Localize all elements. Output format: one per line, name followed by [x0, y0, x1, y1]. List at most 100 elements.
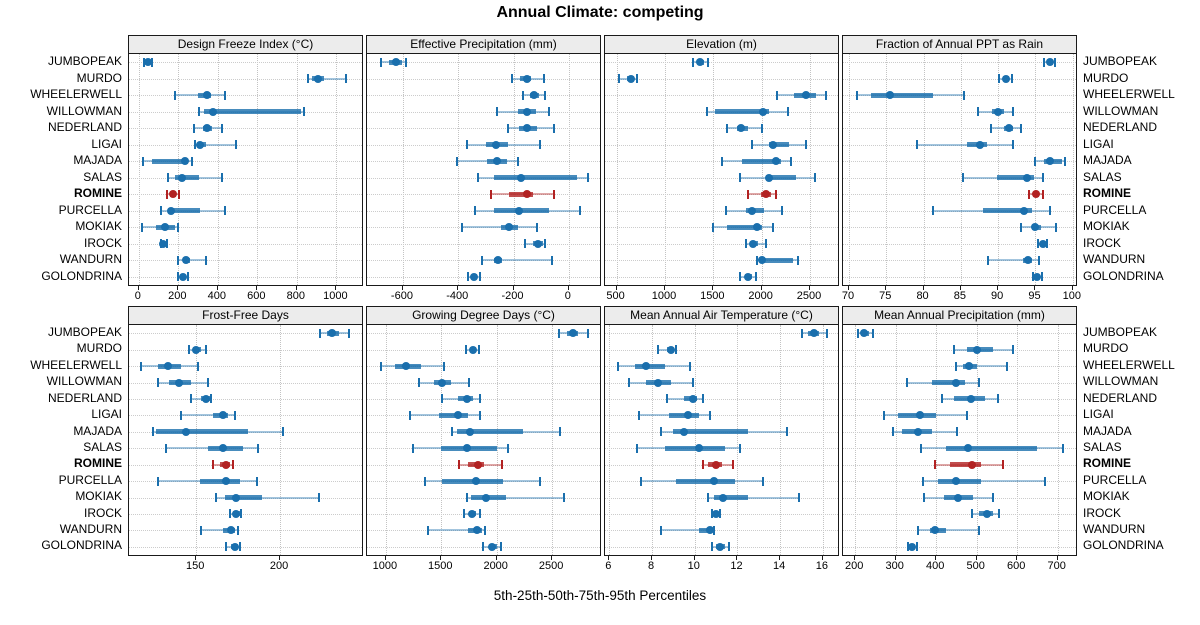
axis-tick	[1034, 286, 1036, 290]
median-dot	[159, 239, 168, 248]
whisker-cap	[237, 525, 240, 535]
plot-area	[842, 325, 1077, 556]
axis-tick-label: 500	[966, 560, 985, 572]
panel-strip: Mean Annual Precipitation (mm)	[842, 306, 1077, 325]
median-dot	[758, 256, 767, 265]
whisker-cap	[638, 410, 641, 420]
axis-tick-label: 6	[605, 560, 612, 572]
whisker-cap	[552, 189, 555, 199]
whisker-cap	[467, 378, 470, 387]
vertical-gridline	[217, 54, 219, 285]
whisker-cap	[712, 525, 715, 535]
median-dot	[915, 411, 924, 420]
horizontal-gridline	[129, 382, 362, 384]
plot-area	[604, 325, 839, 556]
median-dot	[641, 362, 650, 371]
percentile-range-5-95	[916, 143, 1014, 146]
horizontal-gridline	[367, 513, 600, 515]
median-dot	[709, 477, 718, 486]
median-dot	[401, 362, 410, 371]
whisker-cap	[319, 328, 322, 338]
whisker-cap	[177, 255, 180, 265]
horizontal-gridline	[605, 194, 838, 196]
whisker-cap	[551, 255, 554, 265]
percentile-bar-25-75	[509, 191, 534, 197]
axis-tick-label: 2000	[483, 560, 508, 572]
axis-tick	[779, 556, 781, 560]
whisker-cap	[996, 394, 999, 404]
site-label: MAJADA	[73, 423, 122, 438]
horizontal-gridline	[843, 366, 1076, 368]
whisker-cap	[1012, 107, 1015, 117]
site-labels-left: JUMBOPEAK MURDO WHEELERWELL WILLOWMAN NEDERL…	[0, 324, 122, 554]
percentile-bar-25-75	[669, 412, 699, 418]
median-dot	[764, 173, 773, 182]
whisker-cap	[165, 189, 168, 199]
whisker-cap	[450, 427, 453, 437]
axis-tick-label: 75	[879, 290, 892, 302]
whisker-cap	[506, 443, 509, 453]
whisker-cap	[220, 173, 223, 183]
horizontal-gridline	[367, 161, 600, 163]
median-dot	[716, 542, 725, 551]
percentile-range-5-95	[917, 529, 979, 532]
percentile-bar-25-75	[932, 380, 965, 385]
panel-strip-title: Mean Annual Air Temperature (°C)	[630, 308, 813, 322]
whisker-cap	[962, 173, 965, 183]
plot-area	[366, 54, 601, 286]
horizontal-gridline	[843, 546, 1076, 548]
site-label: GOLONDRINA	[41, 268, 122, 283]
panel-strip: Frost-Free Days	[128, 306, 363, 325]
whisker-cap	[636, 74, 639, 84]
median-dot	[473, 526, 482, 535]
median-dot	[654, 378, 663, 387]
horizontal-gridline	[843, 144, 1076, 146]
axis-tick	[885, 286, 887, 290]
whisker-cap	[785, 427, 788, 437]
axis-tick-label: 2000	[748, 290, 773, 302]
percentile-range-5-95	[427, 529, 486, 532]
whisker-cap	[478, 410, 481, 420]
whisker-cap	[536, 222, 539, 232]
median-dot	[695, 444, 703, 453]
median-dot	[493, 256, 502, 265]
site-label: PURCELLA	[58, 472, 122, 487]
whisker-cap	[762, 476, 765, 486]
horizontal-gridline	[843, 530, 1076, 532]
axis-tick-label: 300	[885, 560, 904, 572]
axis-tick	[651, 556, 652, 560]
site-label: JUMBOPEAK	[47, 54, 122, 68]
median-dot	[769, 140, 778, 149]
percentile-bar-25-75	[673, 429, 749, 435]
whisker-cap	[443, 361, 446, 371]
panel-strip-title: Elevation (m)	[686, 37, 757, 51]
median-dot	[951, 477, 960, 486]
x-axis: 1000 1500 2000 2500	[366, 556, 601, 576]
median-dot	[759, 107, 768, 116]
whisker-cap	[559, 427, 562, 437]
median-dot	[1031, 223, 1040, 232]
percentile-bar-25-75	[664, 445, 725, 451]
whisker-cap	[586, 328, 589, 338]
axis-tick-label: 0	[134, 290, 141, 302]
horizontal-gridline	[129, 177, 362, 179]
site-label: NEDERLAND	[47, 120, 122, 134]
whisker-cap	[657, 345, 660, 355]
whisker-cap	[557, 328, 560, 338]
whisker-cap	[240, 509, 243, 519]
whisker-cap	[965, 410, 968, 420]
axis-tick	[959, 286, 961, 290]
horizontal-gridline	[367, 366, 600, 368]
axis-tick	[693, 556, 695, 560]
median-dot	[954, 493, 963, 502]
horizontal-gridline	[843, 227, 1076, 229]
axis-tick-label: 2500	[538, 560, 564, 572]
whisker-cap	[891, 427, 894, 437]
percentile-range-5-95	[462, 226, 538, 229]
median-dot	[696, 58, 705, 67]
horizontal-gridline	[367, 144, 600, 146]
panel-strip-title: Growing Degree Days (°C)	[412, 308, 555, 322]
vertical-gridline	[441, 325, 443, 555]
median-dot	[463, 444, 472, 453]
axis-tick	[821, 556, 823, 560]
